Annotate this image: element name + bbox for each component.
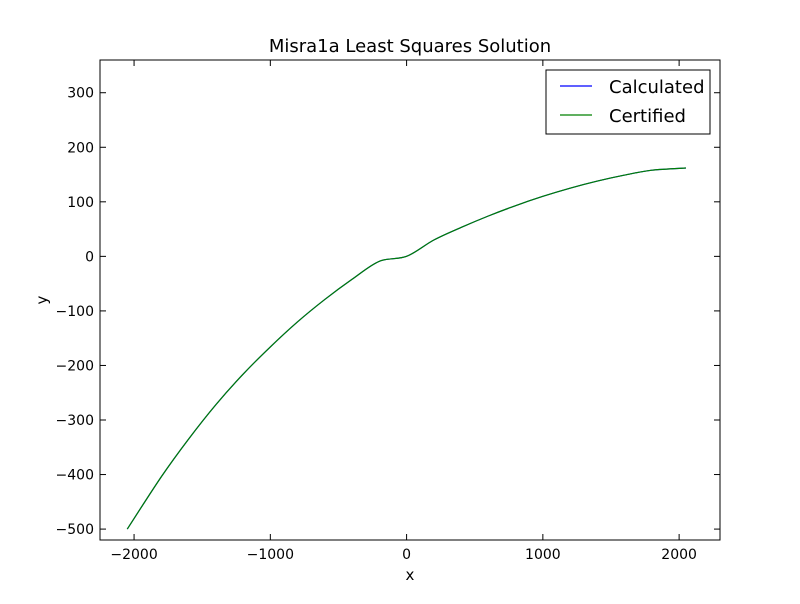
x-axis-label: x: [406, 566, 415, 584]
y-tick-label: −400: [56, 468, 94, 484]
legend-box: [545, 69, 711, 135]
plot-frame: [99, 59, 721, 541]
x-tick-label: −2000: [110, 547, 157, 563]
x-tick-label: 0: [402, 547, 411, 563]
y-tick-label: −500: [56, 522, 94, 538]
y-tick-label: 0: [85, 249, 94, 265]
series-layer: [126, 167, 686, 530]
y-tick-label: 300: [67, 86, 94, 102]
y-tick-label: 100: [67, 195, 94, 211]
chart-title: Misra1a Least Squares Solution: [269, 36, 551, 57]
y-tick-label: −200: [56, 358, 94, 374]
legend-label-calculated: Calculated: [609, 77, 705, 98]
y-axis-label: y: [33, 295, 51, 304]
y-tick-label: 200: [67, 140, 94, 156]
y-axis: −500 −400 −300 −200 −100 0 100 200 300: [56, 86, 720, 538]
legend: Calculated Certified: [545, 69, 711, 135]
series-line-certified: [126, 167, 686, 530]
x-tick-label: −1000: [247, 547, 294, 563]
y-tick-label: −300: [56, 413, 94, 429]
y-tick-label: −100: [56, 304, 94, 320]
plot-area: [100, 60, 720, 540]
legend-label-certified: Certified: [609, 106, 686, 127]
x-tick-label: 2000: [661, 547, 697, 563]
x-tick-label: 1000: [525, 547, 561, 563]
x-axis: −2000 −1000 0 1000 2000: [110, 60, 697, 563]
